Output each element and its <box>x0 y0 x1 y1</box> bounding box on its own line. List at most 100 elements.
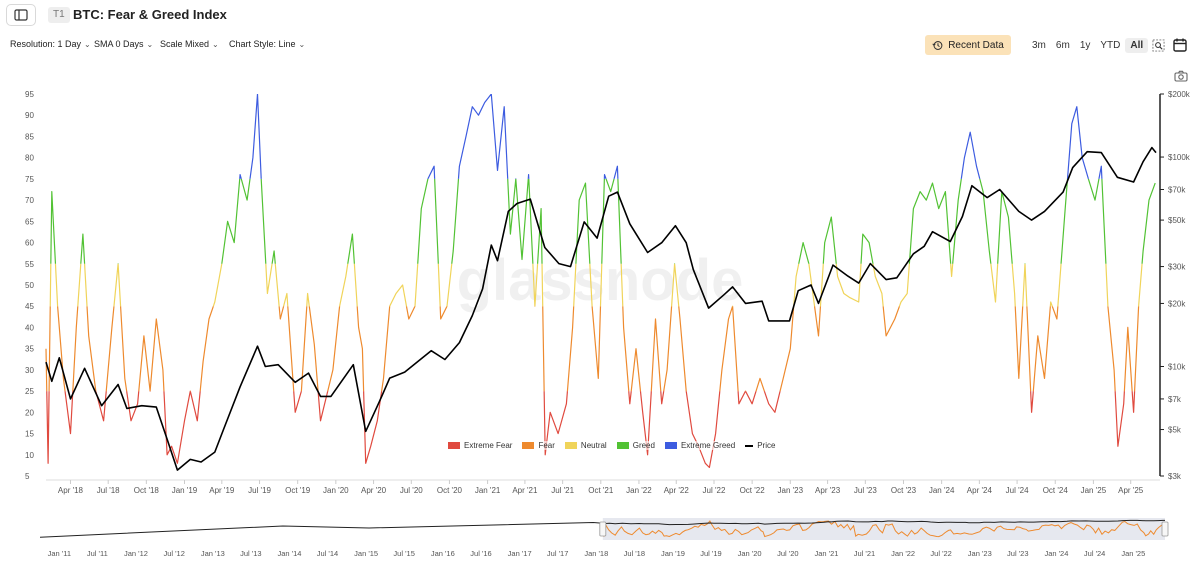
y-left-tick: 20 <box>25 408 34 417</box>
zoom-select-icon[interactable] <box>1150 37 1166 53</box>
y-right-tick: $100k <box>1168 153 1191 162</box>
y-left-tick: 90 <box>25 111 34 120</box>
legend-fear[interactable]: Fear <box>522 441 555 450</box>
fg-series-extreme-greed <box>239 94 1103 179</box>
navigator-fg-line <box>602 520 1165 538</box>
recent-data-label: Recent Data <box>948 39 1004 51</box>
y-left-tick: 65 <box>25 217 34 226</box>
legend-greed[interactable]: Greed <box>616 441 655 450</box>
navigator-handle-left[interactable] <box>599 521 607 537</box>
range-ytd[interactable]: YTD <box>1100 39 1121 51</box>
legend-extreme-fear[interactable]: Extreme Fear <box>448 441 512 450</box>
navigator-x-tick: Jan '25 <box>1121 549 1145 558</box>
x-tick: Jan '19 <box>172 486 198 495</box>
sidebar-icon <box>14 9 28 21</box>
navigator-x-tick: Jan '17 <box>508 549 532 558</box>
legend-label-extreme-greed: Extreme Greed <box>680 441 736 450</box>
navigator-x-tick: Jan '21 <box>814 549 838 558</box>
x-tick: Oct '18 <box>134 486 160 495</box>
x-tick: Oct '19 <box>285 486 311 495</box>
y-right-tick: $3k <box>1168 472 1182 481</box>
top-bar: T1 BTC: Fear & Greed Index <box>0 0 1200 30</box>
y-left-tick: 45 <box>25 302 34 311</box>
x-tick: Jan '25 <box>1081 486 1107 495</box>
legend-swatch-extreme-fear <box>448 442 460 449</box>
y-right-tick: $50k <box>1168 216 1186 225</box>
legend-swatch-neutral <box>564 442 577 449</box>
x-tick: Jul '21 <box>551 486 574 495</box>
x-tick: Apr '20 <box>361 486 387 495</box>
range-selector: 3m 6m 1y YTD All <box>1027 35 1166 55</box>
navigator-x-tick: Jan '16 <box>431 549 455 558</box>
navigator-handle-right[interactable] <box>1161 521 1169 537</box>
x-tick: Apr '24 <box>967 486 993 495</box>
chart-controls: Resolution: 1 Day ⌄ SMA 0 Days ⌄ Scale M… <box>0 35 1200 57</box>
watermark: glassnode <box>457 248 744 313</box>
y-left-tick: 15 <box>25 430 34 439</box>
chevron-down-icon: ⌄ <box>212 39 219 49</box>
x-tick: Jul '18 <box>97 486 120 495</box>
legend-neutral[interactable]: Neutral <box>564 441 607 450</box>
range-6m[interactable]: 6m <box>1055 39 1070 51</box>
y-left-tick: 5 <box>25 472 30 481</box>
resolution-label: Resolution: 1 Day <box>10 39 82 49</box>
navigator-x-tick: Jul '16 <box>470 549 491 558</box>
sma-dropdown[interactable]: SMA 0 Days ⌄ <box>94 39 153 49</box>
x-tick: Jul '24 <box>1006 486 1029 495</box>
y-right-tick: $20k <box>1168 299 1186 308</box>
range-1y[interactable]: 1y <box>1079 39 1091 51</box>
navigator-x-tick: Jul '15 <box>393 549 414 558</box>
navigator-x-tick: Jul '24 <box>1084 549 1105 558</box>
sidebar-toggle-button[interactable] <box>6 4 36 26</box>
x-tick: Jul '19 <box>248 486 271 495</box>
navigator-x-tick: Jul '11 <box>87 549 108 558</box>
x-tick: Oct '22 <box>740 486 766 495</box>
legend-extreme-greed[interactable]: Extreme Greed <box>664 441 736 450</box>
legend-price[interactable]: Price <box>745 441 775 450</box>
y-left-tick: 85 <box>25 132 34 141</box>
range-navigator[interactable]: Jan '11 Jul '11 Jan '12 Jul '12 Jan '13 Jul '… <box>0 512 1200 567</box>
camera-icon[interactable] <box>1174 70 1188 82</box>
legend-label-fear: Fear <box>538 441 555 450</box>
navigator-x-tick: Jan '18 <box>584 549 608 558</box>
range-3m[interactable]: 3m <box>1032 39 1046 51</box>
calendar-icon[interactable] <box>1172 37 1188 53</box>
x-tick: Apr '18 <box>58 486 84 495</box>
x-tick: Oct '20 <box>437 486 463 495</box>
navigator-x-tick: Jul '13 <box>240 549 261 558</box>
chevron-down-icon: ⌄ <box>298 39 306 49</box>
navigator-x-tick: Jan '20 <box>738 549 762 558</box>
chart-style-dropdown[interactable]: Chart Style: Line ⌄ <box>229 39 305 49</box>
resolution-dropdown[interactable]: Resolution: 1 Day ⌄ <box>10 39 91 49</box>
legend-label-price: Price <box>757 441 776 450</box>
y-right-tick: $10k <box>1168 362 1186 371</box>
navigator-x-tick: Jan '11 <box>48 549 71 558</box>
y-left-tick: 75 <box>25 175 34 184</box>
navigator-x-tick: Jul '12 <box>163 549 184 558</box>
chart-style-label: Chart Style: Line <box>229 39 296 49</box>
navigator-x-tick: Jan '14 <box>278 549 302 558</box>
fg-series-greed <box>50 178 1156 264</box>
x-tick: Jan '23 <box>778 486 804 495</box>
recent-data-button[interactable]: Recent Data <box>925 35 1011 55</box>
navigator-x-tick: Jul '19 <box>700 549 721 558</box>
y-right-tick: $5k <box>1168 426 1182 435</box>
y-left-tick: 95 <box>25 90 34 99</box>
chevron-down-icon: ⌄ <box>146 39 154 49</box>
x-tick: Jan '22 <box>626 486 652 495</box>
x-tick: Oct '21 <box>588 486 614 495</box>
y-left-tick: 60 <box>25 239 34 248</box>
x-tick: Apr '25 <box>1118 486 1144 495</box>
navigator-x-tick: Jul '21 <box>854 549 875 558</box>
y-left-tick: 25 <box>25 387 34 396</box>
tier-badge: T1 <box>48 7 70 23</box>
x-tick: Oct '23 <box>891 486 917 495</box>
x-tick: Jul '20 <box>400 486 423 495</box>
navigator-price-line <box>39 519 1165 538</box>
x-tick: Apr '23 <box>815 486 841 495</box>
y-right-tick: $30k <box>1168 263 1186 272</box>
range-all[interactable]: All <box>1125 37 1149 53</box>
navigator-x-tick: Jul '18 <box>624 549 645 558</box>
scale-dropdown[interactable]: Scale Mixed ⌄ <box>160 39 219 49</box>
scale-label: Scale Mixed <box>160 39 210 49</box>
